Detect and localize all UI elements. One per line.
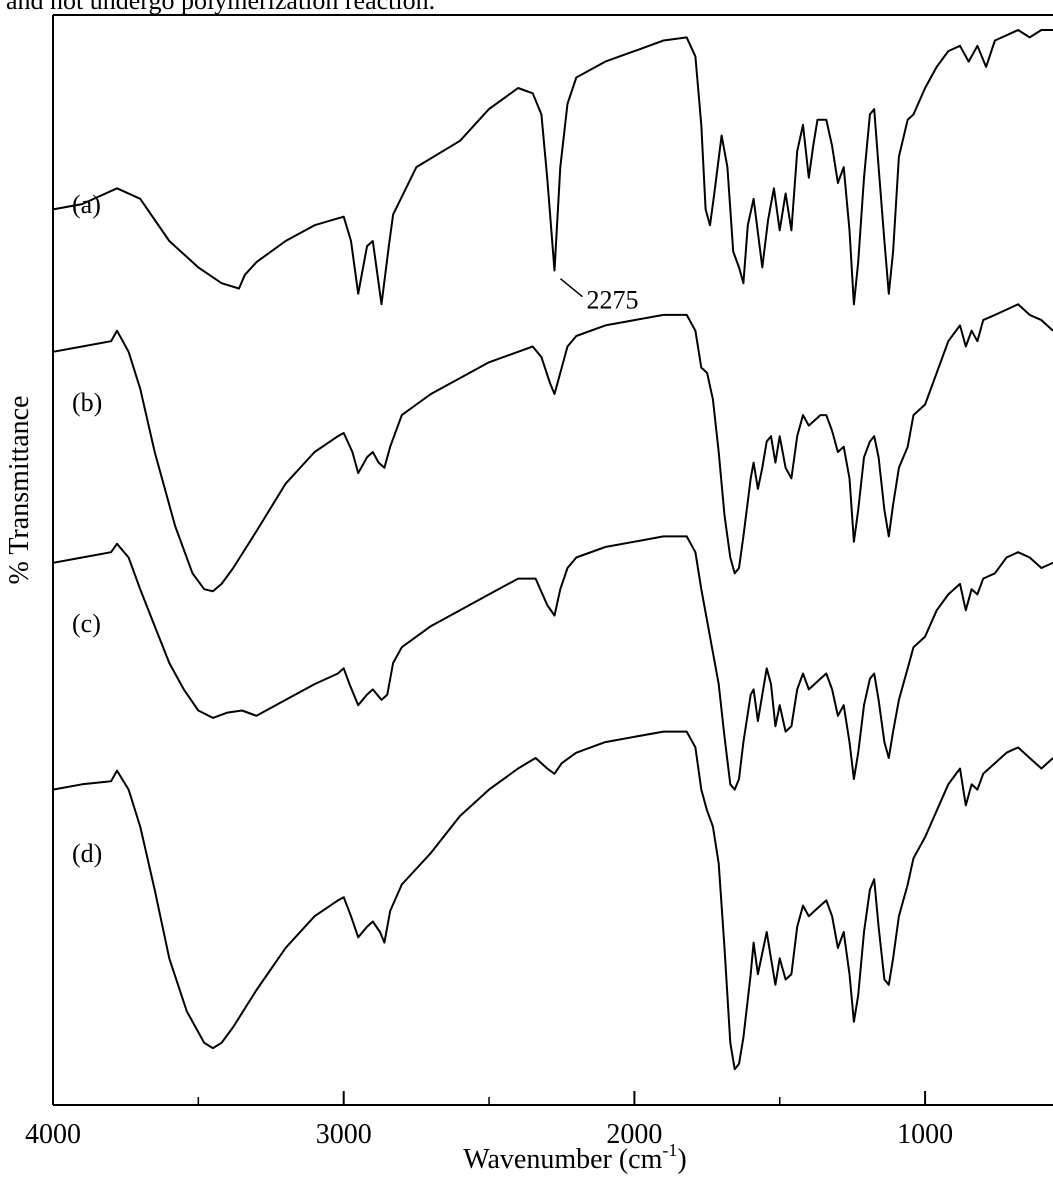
- spectrum-line-c: [52, 535, 1053, 791]
- x-axis-label-superscript: -1: [662, 1140, 677, 1160]
- annotation-layer: 2275: [559, 278, 638, 315]
- x-axis-label: Wavenumber (cm-1): [463, 1140, 686, 1175]
- spectrum-line-a: [52, 29, 1053, 306]
- x-tick-label: 3000: [316, 1119, 372, 1150]
- series-label-a: (a): [72, 190, 101, 219]
- series-label-c: (c): [72, 609, 101, 638]
- series-label-d: (d): [72, 839, 102, 868]
- x-axis-ticks: 4000 3000 2000 1000: [25, 1091, 953, 1150]
- series-layer: [52, 29, 1053, 1071]
- x-tick-label: 1000: [897, 1119, 953, 1150]
- x-tick-label: 2000: [606, 1119, 662, 1150]
- header-text: and not undergo polymerization reaction.: [6, 0, 436, 15]
- x-tick-label: 4000: [25, 1119, 81, 1150]
- series-label-b: (b): [72, 388, 102, 417]
- annotation-2275: 2275: [586, 286, 638, 315]
- annotation-leader-line: [559, 278, 583, 298]
- spectrum-line-b: [52, 303, 1053, 593]
- x-axis-label-close: ): [677, 1144, 686, 1175]
- y-axis-label: % Transmittance: [4, 396, 35, 585]
- spectrum-line-d: [52, 730, 1053, 1071]
- plot-frame: [52, 14, 1053, 1106]
- labels-layer: (a) (b) (c) (d): [72, 190, 102, 868]
- x-axis-label-main: Wavenumber (cm: [463, 1144, 662, 1175]
